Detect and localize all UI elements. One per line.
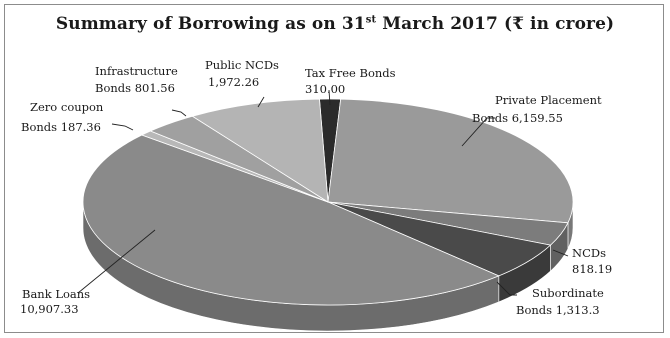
label-infrastructure-bonds-801-56-line1: Infrastructure <box>95 64 178 78</box>
leader-private-placement-bonds-6-159-55 <box>461 117 495 147</box>
leader-ncds-818-19 <box>552 249 569 257</box>
pie-top-layer <box>82 98 574 306</box>
slice-public-ncds-1-972-26 <box>191 98 329 203</box>
label-infrastructure-bonds-801-56: Infrastructure Bonds 801.56 <box>95 64 187 117</box>
slice-bank-loans-10-907-33 <box>82 134 500 306</box>
label-subordinate-bonds-1-313-3-line2: Bonds 1,313.3 <box>516 303 600 317</box>
label-zero-coupon-bonds-187-36-line2: Bonds 187.36 <box>21 120 101 134</box>
leader-tax-free-bonds-310-00 <box>328 89 331 106</box>
leader-public-ncds-1-972-26 <box>257 96 265 108</box>
label-tax-free-bonds-310-00: Tax Free Bonds 310.00 <box>305 66 396 106</box>
slice-private-placement-bonds-6-159-55 <box>327 98 574 224</box>
chart-title-suffix: March 2017 (₹ in crore) <box>376 14 615 34</box>
label-zero-coupon-bonds-187-36-line1: Zero coupon <box>30 100 104 114</box>
label-bank-loans-10-907-33-line2: 10,907.33 <box>20 302 79 316</box>
label-public-ncds-1-972-26: Public NCDs 1,972.26 <box>205 58 279 108</box>
chart-title-superscript: st <box>365 14 377 26</box>
label-layer: Tax Free Bonds 310.00 Private Placement Bon… <box>20 58 612 317</box>
chart-title: Summary of Borrowing as on 31st March 20… <box>0 14 670 34</box>
label-ncds-818-19: NCDs 818.19 <box>552 246 612 276</box>
label-ncds-818-19-line2: 818.19 <box>572 262 612 276</box>
label-private-placement-bonds-6-159-55-line2: Bonds 6,159.55 <box>472 111 563 125</box>
label-tax-free-bonds-310-00-line1: Tax Free Bonds <box>305 66 396 80</box>
label-subordinate-bonds-1-313-3: Subordinate Bonds 1,313.3 <box>496 281 604 317</box>
label-private-placement-bonds-6-159-55-line1: Private Placement <box>495 93 602 107</box>
label-public-ncds-1-972-26-line2: 1,972.26 <box>208 75 259 89</box>
label-private-placement-bonds-6-159-55: Private Placement Bonds 6,159.55 <box>461 93 602 147</box>
label-tax-free-bonds-310-00-line2: 310.00 <box>305 82 345 96</box>
label-subordinate-bonds-1-313-3-line1: Subordinate <box>532 286 604 300</box>
pie-layer <box>82 98 574 332</box>
label-zero-coupon-bonds-187-36: Zero coupon Bonds 187.36 <box>21 100 134 134</box>
label-public-ncds-1-972-26-line1: Public NCDs <box>205 58 279 72</box>
leader-zero-coupon-bonds-187-36 <box>111 123 134 131</box>
label-bank-loans-10-907-33-line1: Bank Loans <box>22 287 90 301</box>
label-infrastructure-bonds-801-56-line2: Bonds 801.56 <box>95 81 175 95</box>
leader-infrastructure-bonds-801-56 <box>171 109 187 117</box>
label-ncds-818-19-line1: NCDs <box>572 246 606 260</box>
leader-bank-loans-10-907-33 <box>77 229 156 294</box>
leader-subordinate-bonds-1-313-3 <box>496 281 517 296</box>
chart-frame <box>4 4 664 333</box>
chart-title-main: Summary of Borrowing as on 31 <box>55 14 366 34</box>
